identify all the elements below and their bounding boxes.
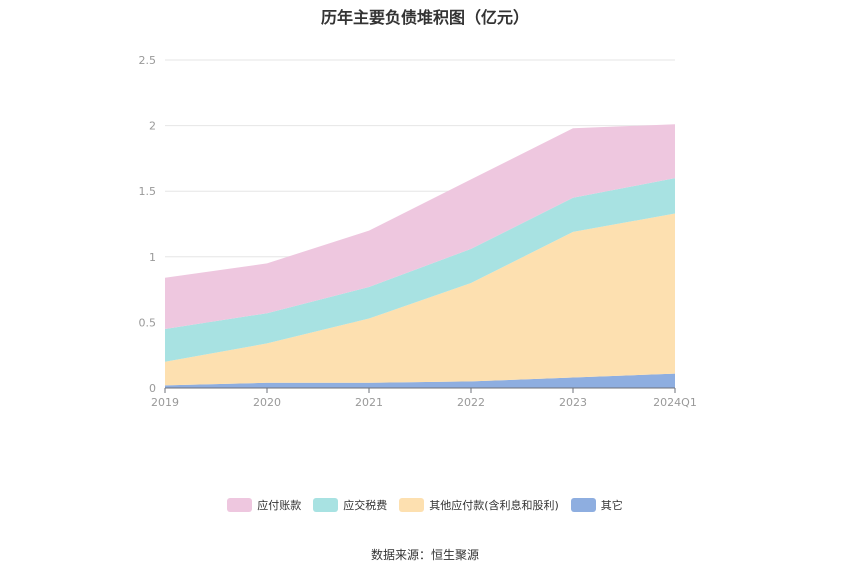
legend-swatch — [313, 498, 339, 512]
legend-item[interactable]: 应付账款 — [227, 497, 301, 513]
y-tick-label: 1.5 — [139, 185, 157, 198]
area-series-2 — [165, 178, 675, 362]
legend-item[interactable]: 其它 — [570, 497, 623, 513]
x-tick-label: 2024Q1 — [653, 396, 697, 409]
area-series-0 — [165, 373, 675, 388]
y-tick-label: 1 — [149, 251, 156, 264]
axes: 0 0.5 1 1.5 2 2.5 2019 2020 2021 2022 2023 2024Q1 — [139, 54, 697, 409]
y-tick-label: 2 — [149, 120, 156, 133]
chart-title: 历年主要负债堆积图（亿元） — [320, 8, 529, 27]
x-tick-label: 2021 — [355, 396, 383, 409]
area-layers — [165, 124, 675, 388]
y-tick-label: 2.5 — [139, 54, 157, 67]
legend-label: 其他应付款(含利息和股利) — [429, 499, 559, 512]
legend-label: 应交税费 — [343, 499, 388, 512]
y-tick-label: 0.5 — [139, 316, 157, 329]
legend-item[interactable]: 其他应付款(含利息和股利) — [399, 497, 559, 513]
legend-swatch — [227, 498, 253, 512]
x-tick-label: 2023 — [559, 396, 587, 409]
data-source: 数据来源：恒生聚源 — [370, 548, 479, 562]
x-tick-label: 2020 — [253, 396, 281, 409]
y-tick-label: 0 — [149, 382, 156, 395]
x-tick-label: 2019 — [151, 396, 179, 409]
legend-swatch — [399, 498, 425, 512]
legend: 应付账款 应交税费 其他应付款(含利息和股利) 其它 — [0, 497, 850, 513]
x-tick-label: 2022 — [457, 396, 485, 409]
legend-swatch — [570, 498, 596, 512]
area-series-1 — [165, 213, 675, 386]
legend-item[interactable]: 应交税费 — [313, 497, 387, 513]
legend-label: 其它 — [600, 499, 623, 512]
legend-label: 应付账款 — [257, 499, 302, 512]
area-series-3 — [165, 124, 675, 329]
